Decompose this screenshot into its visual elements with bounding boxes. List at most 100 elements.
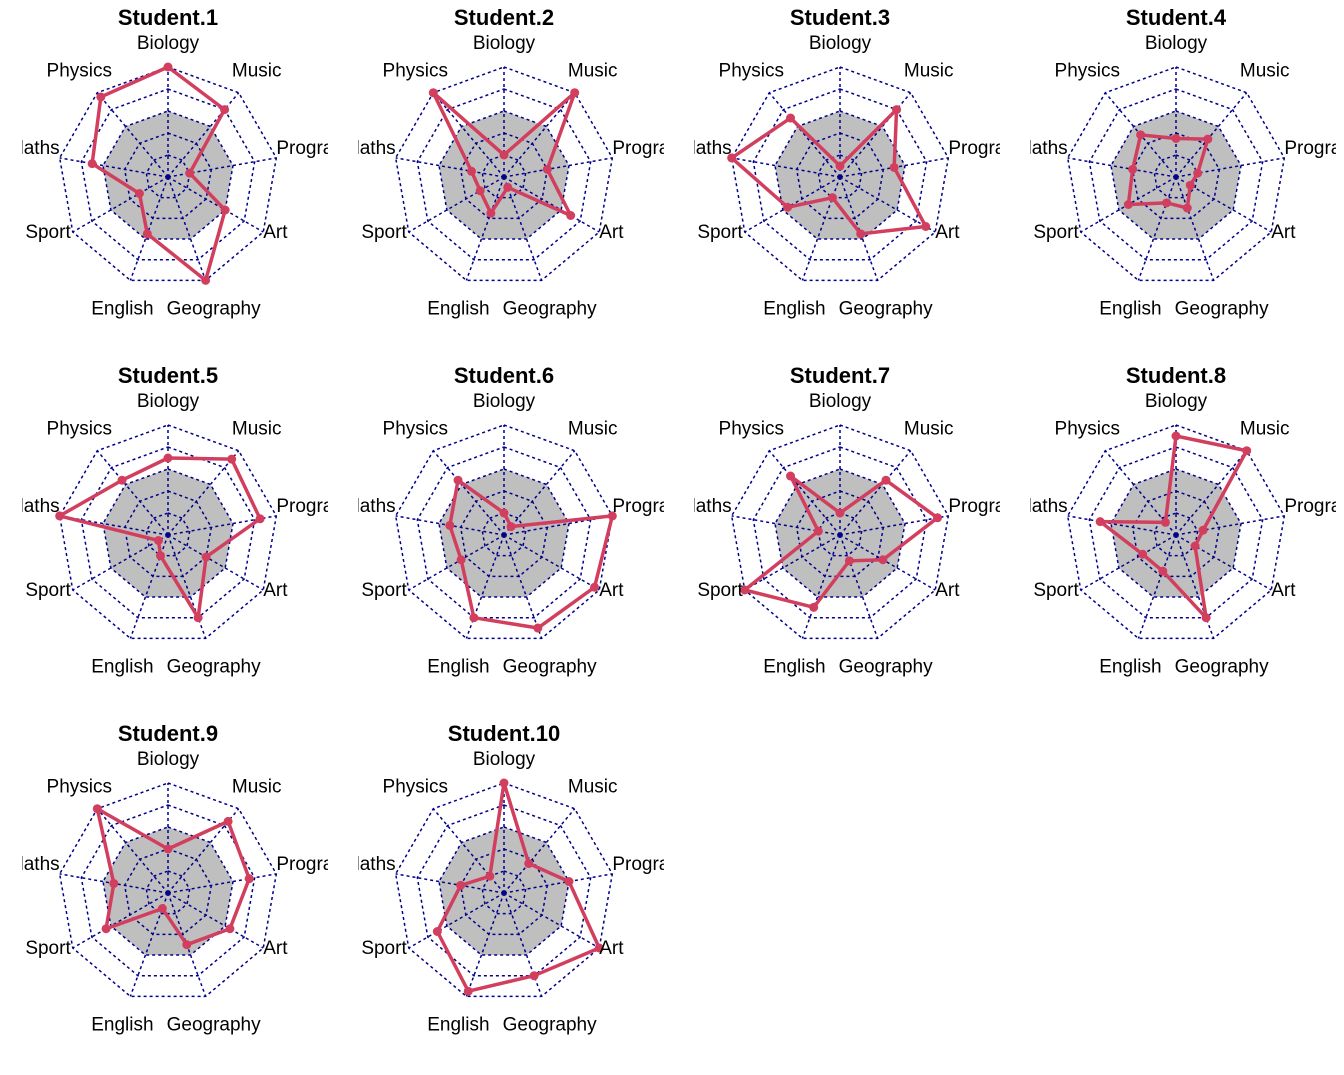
grid-spoke	[503, 873, 613, 894]
series-line	[1126, 133, 1210, 210]
series-point	[1171, 134, 1181, 143]
axis-label: English	[91, 1014, 153, 1035]
series-point	[542, 164, 552, 174]
axis-label: Art	[1271, 222, 1296, 243]
grid-ring	[394, 782, 614, 998]
axis-label: English	[427, 1014, 489, 1035]
axis-label: Art	[599, 580, 624, 601]
series-point	[486, 208, 496, 218]
radar-panel: Biology Music Program Art Geography English Sp…	[356, 5, 664, 319]
grid-spoke	[96, 450, 169, 536]
axis-label: Biology	[137, 749, 200, 770]
series-point	[163, 453, 173, 463]
grid-ring	[58, 782, 278, 998]
axis-label: laths	[356, 138, 396, 159]
series-point	[740, 585, 750, 595]
series-point	[96, 92, 106, 102]
axis-label: Sport	[1033, 222, 1079, 243]
series-point	[201, 552, 211, 562]
series-point	[1185, 180, 1195, 190]
grid-spoke	[408, 176, 505, 233]
axis-label: English	[763, 298, 825, 319]
axis-label: Physics	[47, 419, 112, 440]
series-point	[1160, 517, 1170, 527]
series-point	[1198, 525, 1208, 535]
grid-spoke	[395, 873, 505, 894]
grid-spoke	[1137, 176, 1177, 281]
series-line	[90, 65, 227, 283]
axis-label: Biology	[1145, 33, 1208, 54]
series-point	[432, 927, 442, 936]
series-point	[783, 202, 793, 212]
axis-label: Music	[1240, 61, 1290, 82]
grid-ring	[774, 468, 906, 598]
series-point	[892, 105, 902, 115]
radar-panel: Biology Music Program Art Geography English Sp…	[692, 363, 1000, 677]
series-point	[786, 113, 796, 123]
grid-spoke	[395, 157, 505, 178]
axis-label: Sport	[361, 222, 407, 243]
series-point	[163, 62, 173, 72]
axis-label: Music	[232, 61, 282, 82]
axis-label: Geography	[839, 656, 934, 677]
grid-ring	[1088, 446, 1264, 619]
axis-label: Physics	[1055, 419, 1120, 440]
grid-spoke	[167, 892, 264, 949]
series-point	[506, 522, 516, 532]
grid-spoke	[503, 176, 543, 281]
panel-title: Student.2	[454, 5, 554, 30]
panel-title: Student.1	[118, 5, 218, 30]
axis-label: Physics	[47, 777, 112, 798]
series-point	[223, 816, 233, 826]
series-point	[1162, 198, 1172, 208]
series-point	[55, 511, 65, 521]
axis-label: laths	[692, 496, 732, 517]
series-point	[1171, 431, 1181, 441]
axis-label: Biology	[473, 33, 536, 54]
axis-label: Sport	[1033, 580, 1079, 601]
radar-panel: Biology Music Program Art Geography English Sp…	[694, 5, 1000, 319]
axis-label: Geography	[503, 298, 598, 319]
series-point	[1182, 203, 1192, 213]
grid-spoke	[1175, 92, 1248, 178]
series-point	[533, 623, 543, 633]
axis-label: Physics	[383, 419, 448, 440]
panel-title: Student.10	[448, 721, 560, 746]
axis-label: Art	[935, 580, 960, 601]
series-point	[727, 153, 737, 163]
axis-label: Program	[276, 496, 349, 517]
axis-label: Program	[276, 854, 349, 875]
grid-ring	[102, 826, 234, 956]
series-line	[95, 806, 251, 947]
series-point	[566, 211, 576, 220]
grid-ring	[1110, 110, 1242, 240]
axis-label: Music	[568, 61, 618, 82]
radar-panel: Biology Music Program Art Geography English Sp…	[1030, 5, 1336, 319]
grid-spoke	[1080, 534, 1177, 591]
axis-label: Art	[263, 580, 288, 601]
grid-ring	[438, 468, 570, 598]
radar-panel: Biology Music Program Art Geography English Sp…	[358, 721, 664, 1035]
series-point	[153, 536, 163, 545]
axis-label: Geography	[167, 656, 262, 677]
grid-ring	[394, 424, 614, 640]
grid-spoke	[167, 176, 207, 281]
grid-ring	[1088, 88, 1264, 261]
axis-label: Music	[232, 419, 282, 440]
grid-spoke	[408, 534, 505, 591]
series-point	[475, 186, 485, 196]
axis-label: Geography	[167, 1014, 262, 1035]
axis-label: Music	[568, 777, 618, 798]
series-point	[201, 275, 211, 285]
series-point	[809, 602, 819, 612]
axis-label: laths	[20, 854, 60, 875]
grid-spoke	[72, 892, 169, 949]
series-point	[445, 520, 455, 530]
grid-spoke	[408, 892, 505, 949]
grid-ring	[1153, 512, 1199, 557]
axis-label: English	[1099, 656, 1161, 677]
series-point	[503, 182, 513, 192]
axis-label: Sport	[361, 938, 407, 959]
series-point	[1095, 517, 1105, 527]
series-point	[1190, 541, 1200, 551]
